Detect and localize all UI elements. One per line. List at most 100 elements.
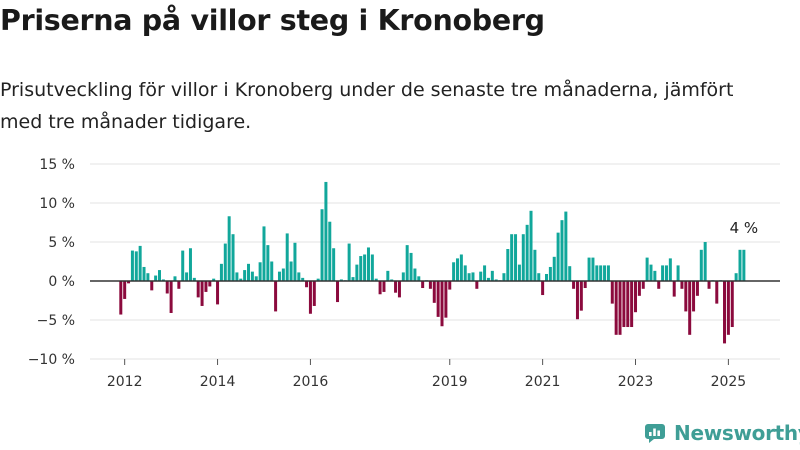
bar: [185, 272, 189, 281]
x-tick-label: 2019: [432, 374, 468, 390]
bar: [672, 281, 676, 297]
bar: [738, 249, 742, 281]
bar: [568, 266, 572, 281]
bar: [119, 281, 123, 315]
bar: [227, 216, 231, 281]
bar: [386, 270, 390, 281]
bar: [196, 281, 200, 298]
bar: [177, 281, 181, 289]
bar: [312, 281, 316, 306]
bar: [374, 278, 378, 281]
bar: [254, 276, 258, 281]
bar: [695, 281, 699, 296]
bar: [390, 279, 394, 281]
bar: [521, 234, 525, 281]
bar: [293, 242, 297, 281]
bar: [208, 281, 212, 287]
bar: [622, 281, 626, 328]
bar: [235, 272, 239, 281]
bar: [394, 281, 398, 293]
y-tick-label: 0 %: [48, 274, 75, 290]
y-tick-label: −5 %: [37, 313, 75, 329]
bar: [657, 281, 661, 289]
bar: [158, 270, 161, 281]
bar: [239, 278, 243, 281]
bar: [630, 281, 634, 328]
bar: [188, 248, 192, 281]
bar: [572, 281, 576, 289]
bar: [146, 273, 150, 281]
bar: [510, 234, 514, 281]
bar: [204, 281, 208, 292]
bar: [216, 281, 220, 305]
bar: [661, 265, 665, 281]
bar: [161, 279, 165, 281]
bar: [452, 262, 456, 281]
bar: [297, 272, 301, 281]
bar: [262, 226, 266, 281]
bar: [552, 256, 556, 281]
bar: [575, 281, 579, 320]
bar: [649, 264, 653, 281]
bar: [610, 281, 614, 304]
bar: [626, 281, 630, 328]
bar: [459, 254, 463, 281]
bar: [301, 277, 305, 281]
bar: [169, 281, 173, 313]
bar: [502, 273, 506, 281]
bar: [339, 279, 343, 281]
bar: [219, 263, 223, 281]
bar: [305, 281, 309, 288]
bar: [405, 245, 409, 281]
x-tick-label: 2012: [107, 374, 143, 390]
bar: [556, 232, 560, 281]
bar: [715, 281, 719, 304]
bar: [448, 281, 452, 290]
bar: [742, 249, 746, 281]
bar: [467, 273, 471, 281]
bar: [347, 243, 351, 281]
bar: [668, 258, 672, 281]
chart-title: Priserna på villor steg i Kronoberg: [0, 4, 545, 37]
bar: [258, 262, 262, 281]
bar: [471, 272, 475, 281]
bar: [440, 281, 444, 327]
bar: [455, 258, 459, 281]
bar: [366, 247, 370, 281]
bar: [634, 281, 638, 313]
bar: [336, 281, 340, 303]
bar: [270, 261, 274, 281]
bar: [432, 281, 436, 303]
bar: [285, 233, 289, 281]
bar: [247, 263, 251, 281]
bar: [409, 252, 413, 281]
bar: [664, 265, 668, 281]
bar: [614, 281, 618, 335]
x-tick-label: 2023: [618, 374, 654, 390]
chart-subtitle: Prisutveckling för villor i Kronoberg un…: [0, 79, 734, 133]
newsworthy-brand[interactable]: Newsworthy: [644, 418, 800, 448]
bar: [653, 270, 657, 281]
bar: [514, 234, 518, 281]
bar: [483, 265, 487, 281]
bar: [231, 234, 235, 281]
newsworthy-logo-icon: [645, 424, 665, 443]
brand-name: Newsworthy: [674, 421, 800, 445]
bar: [289, 261, 293, 281]
bar: [413, 268, 417, 281]
bar: [421, 281, 425, 289]
bar: [637, 281, 641, 296]
bar: [490, 270, 494, 281]
bar: [138, 245, 142, 281]
bar: [192, 277, 196, 281]
bar: [363, 254, 367, 281]
bar: [606, 265, 610, 281]
bar: [173, 276, 177, 281]
bar: [726, 281, 730, 335]
bar: [541, 281, 545, 296]
bar: [599, 265, 603, 281]
bar: [277, 271, 281, 281]
bar: [165, 281, 169, 294]
bar: [529, 210, 533, 281]
bar: [676, 265, 680, 281]
